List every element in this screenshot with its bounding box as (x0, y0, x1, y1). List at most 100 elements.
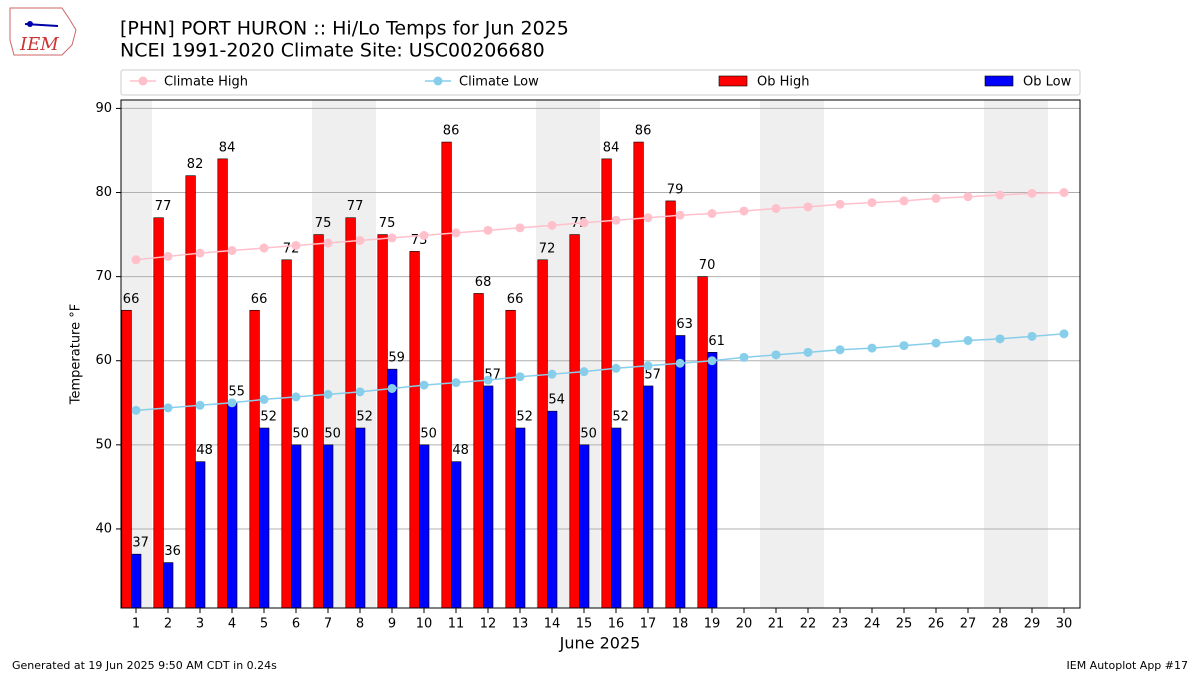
legend-label: Ob High (757, 75, 810, 90)
marker (131, 405, 141, 415)
marker (387, 383, 397, 393)
marker (483, 375, 493, 385)
legend-label: Climate Low (459, 75, 539, 90)
marker (291, 241, 301, 251)
x-tick-label: 5 (260, 617, 268, 632)
bar-value-label: 75 (315, 216, 332, 231)
marker (419, 380, 429, 390)
y-tick-label: 50 (95, 437, 112, 452)
bar-value-label: 79 (667, 182, 684, 197)
marker (579, 218, 589, 228)
marker (547, 369, 557, 379)
marker (963, 336, 973, 346)
marker (675, 210, 685, 220)
marker (323, 389, 333, 399)
bar-value-label: 77 (347, 199, 364, 214)
bar (121, 309, 132, 608)
marker (483, 225, 493, 235)
bar (259, 427, 270, 608)
legend-marker (138, 76, 148, 86)
plot-area: 6677828466727577757386686672758486797037… (121, 100, 1080, 608)
y-tick-label: 60 (95, 353, 112, 368)
line (135, 191, 1065, 261)
y-tick-label: 40 (95, 521, 112, 536)
x-tick-label: 17 (640, 617, 657, 632)
marker (899, 196, 909, 206)
bar (249, 309, 260, 608)
marker (867, 343, 877, 353)
marker (931, 193, 941, 203)
plot-frame (120, 99, 1081, 609)
marker (931, 338, 941, 348)
marker (995, 190, 1005, 200)
marker (355, 387, 365, 397)
marker (291, 392, 301, 402)
x-tick-label: 20 (736, 617, 753, 632)
bar-value-label: 48 (452, 443, 469, 458)
marker (803, 202, 813, 212)
bar (569, 234, 580, 608)
bar-value-label: 66 (251, 292, 268, 307)
marker (835, 199, 845, 209)
marker (355, 235, 365, 245)
marker (1059, 329, 1069, 339)
marker (227, 246, 237, 256)
bar-value-label: 77 (155, 199, 172, 214)
bar (451, 461, 462, 608)
x-tick-label: 2 (164, 617, 172, 632)
marker (803, 347, 813, 357)
bar (441, 141, 452, 608)
bar-value-label: 66 (507, 292, 524, 307)
x-tick-label: 9 (388, 617, 396, 632)
marker (611, 215, 621, 225)
bar (377, 234, 388, 608)
y-tick-label: 80 (95, 185, 112, 200)
bar-value-label: 52 (612, 410, 629, 425)
x-tick-label: 3 (196, 617, 204, 632)
marker (739, 352, 749, 362)
bar-value-label: 54 (548, 393, 565, 408)
marker (1059, 188, 1069, 198)
x-tick-label: 22 (800, 617, 817, 632)
bar-value-label: 72 (539, 241, 556, 256)
marker (579, 367, 589, 377)
bar-value-label: 70 (699, 258, 716, 273)
x-tick-label: 4 (228, 617, 236, 632)
x-tick-label: 28 (992, 617, 1009, 632)
marker (835, 345, 845, 355)
marker (163, 251, 173, 261)
bar-value-label: 52 (356, 410, 373, 425)
marker (259, 243, 269, 253)
footer-left: Generated at 19 Jun 2025 9:50 AM CDT in … (12, 659, 277, 672)
marker (387, 233, 397, 243)
x-tick-label: 25 (896, 617, 913, 632)
bar-value-label: 61 (708, 334, 725, 349)
bar-value-label: 82 (187, 157, 204, 172)
marker (1027, 188, 1037, 198)
bar-value-label: 52 (260, 410, 277, 425)
x-tick-label: 24 (864, 617, 881, 632)
bar-value-label: 75 (379, 216, 396, 231)
bar (633, 141, 644, 608)
x-tick-label: 18 (672, 617, 689, 632)
x-tick-label: 1 (132, 617, 140, 632)
marker (643, 361, 653, 371)
x-tick-label: 8 (356, 617, 364, 632)
marker (195, 400, 205, 410)
bar (643, 385, 654, 608)
marker (323, 238, 333, 248)
legend-box (120, 69, 1081, 96)
bar (281, 259, 292, 608)
marker (259, 394, 269, 404)
bar-value-label: 50 (292, 426, 309, 441)
bar (323, 444, 334, 608)
bar-value-label: 50 (324, 426, 341, 441)
bar (707, 352, 718, 608)
bar-value-label: 66 (123, 292, 140, 307)
legend-swatch (718, 75, 748, 87)
legend-label: Climate High (164, 75, 248, 90)
marker (419, 230, 429, 240)
marker (771, 203, 781, 213)
x-tick-label: 26 (928, 617, 945, 632)
y-axis-label: Temperature °F (69, 304, 84, 405)
